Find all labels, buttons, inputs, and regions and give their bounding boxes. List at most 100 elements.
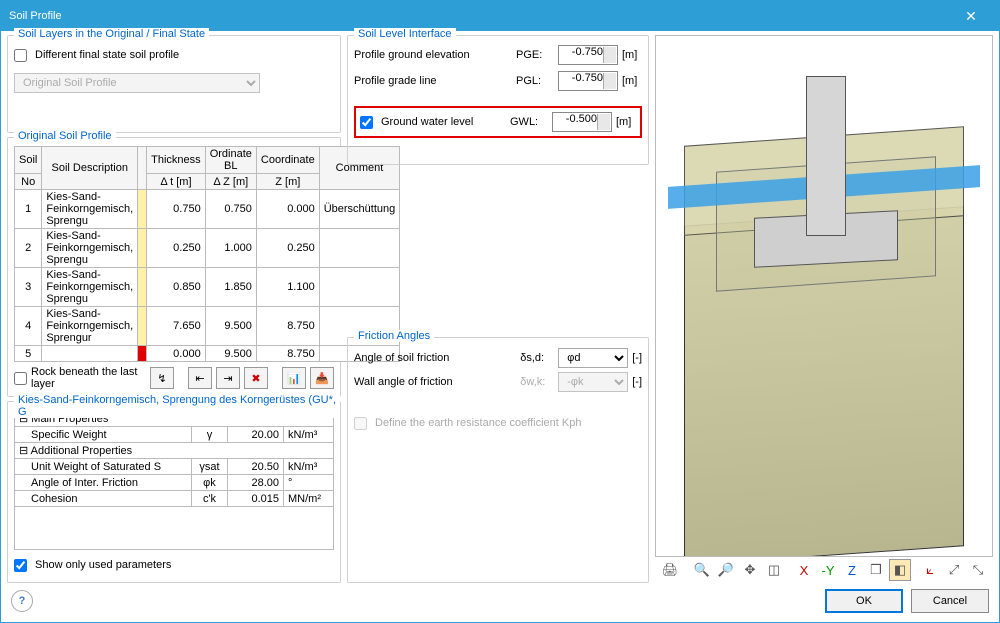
pgl-label: Profile grade line <box>354 75 512 87</box>
gwl-checkbox[interactable] <box>360 116 373 129</box>
pge-input[interactable]: -0.750▲▼ <box>558 45 618 65</box>
content: Soil Layers in the Original / Final Stat… <box>1 31 999 583</box>
th-no: Soil <box>15 147 42 174</box>
soil-friction-sym: δs,d: <box>520 352 554 364</box>
orig-profile-title: Original Soil Profile <box>14 130 116 142</box>
wall-friction-sym: δw,k: <box>520 376 554 388</box>
th-thick: Thickness <box>147 147 206 174</box>
soil-level-group: Soil Level Interface Profile ground elev… <box>347 35 649 165</box>
pgl-unit: [m] <box>622 75 642 87</box>
pgl-input[interactable]: -0.750▲▼ <box>558 71 618 91</box>
tb-sort-icon[interactable]: ↯ <box>150 367 174 389</box>
friction-title: Friction Angles <box>354 330 434 342</box>
close-icon[interactable]: ✕ <box>951 8 991 25</box>
rock-label: Rock beneath the last layer <box>31 366 150 390</box>
soil-friction-unit: [-] <box>632 352 642 364</box>
table-row[interactable]: 2Kies-Sand-Feinkorngemisch, Sprengu0.250… <box>15 229 400 268</box>
profile-select-row: Original Soil Profile <box>14 72 334 94</box>
friction-group: Friction Angles Angle of soil friction δ… <box>347 337 649 583</box>
soil-friction-select[interactable]: φd <box>558 348 628 368</box>
footer: ? OK Cancel <box>1 583 999 619</box>
view-y-icon[interactable]: -Y <box>817 559 839 581</box>
pge-unit: [m] <box>622 49 642 61</box>
window-title: Soil Profile <box>9 10 951 22</box>
gwl-unit: [m] <box>616 116 636 128</box>
pge-label: Profile ground elevation <box>354 49 512 61</box>
table-row[interactable]: 50.0009.5008.750 <box>15 346 400 362</box>
axes-icon[interactable]: ⟀ <box>919 559 941 581</box>
gwl-label: Ground water level <box>381 116 506 128</box>
soil-friction-row: Angle of soil friction δs,d: φd [-] <box>354 346 642 370</box>
pge-row: Profile ground elevation PGE: -0.750▲▼ [… <box>354 44 642 66</box>
diff-final-label: Different final state soil profile <box>35 49 334 61</box>
show-only-label: Show only used parameters <box>35 559 334 571</box>
pgl-row: Profile grade line PGL: -0.750▲▼ [m] <box>354 70 642 92</box>
show-only-row: Show only used parameters <box>14 554 334 576</box>
wall-friction-label: Wall angle of friction <box>354 376 516 388</box>
view-z-icon[interactable]: Z <box>841 559 863 581</box>
kph-checkbox <box>354 417 367 430</box>
model-column <box>806 76 846 236</box>
box-view-icon[interactable]: ❒ <box>865 559 887 581</box>
soil-friction-label: Angle of soil friction <box>354 352 516 364</box>
tb-export-icon[interactable]: 📊 <box>282 367 306 389</box>
th-coord: Coordinate <box>256 147 319 174</box>
tb-insert-before-icon[interactable]: ⇤ <box>188 367 212 389</box>
table-row[interactable]: 3Kies-Sand-Feinkorngemisch, Sprengu0.850… <box>15 268 400 307</box>
row-specweight[interactable]: Specific Weight γ 20.00 kN/m³ <box>15 427 334 443</box>
row-satweight[interactable]: Unit Weight of Saturated S γsat 20.50 kN… <box>15 459 334 475</box>
soil-layers-title: Soil Layers in the Original / Final Stat… <box>14 28 209 40</box>
table-row[interactable]: 4Kies-Sand-Feinkorngemisch, Sprengur7.65… <box>15 307 400 346</box>
zoom-icon[interactable]: 🔎 <box>715 559 737 581</box>
gwl-abbr: GWL: <box>510 116 548 128</box>
wall-friction-select: -φk <box>558 372 628 392</box>
material-title: Kies-Sand-Feinkorngemisch, Sprengung des… <box>14 394 340 418</box>
rock-checkbox[interactable] <box>14 372 27 385</box>
th-mark <box>138 147 147 190</box>
gwl-input[interactable]: -0.500▲▼ <box>552 112 612 132</box>
show-only-checkbox[interactable] <box>14 559 27 572</box>
cancel-button[interactable]: Cancel <box>911 589 989 613</box>
diff-final-checkbox[interactable] <box>14 49 27 62</box>
left-column: Soil Layers in the Original / Final Stat… <box>7 35 341 583</box>
view-x-icon[interactable]: X <box>793 559 815 581</box>
table-toolbar: ↯ ⇤ ⇥ ✖ 📊 📥 <box>150 367 334 389</box>
wall-friction-row: Wall angle of friction δw,k: -φk [-] <box>354 370 642 394</box>
model-viewer[interactable] <box>655 35 993 557</box>
tb-insert-after-icon[interactable]: ⇥ <box>216 367 240 389</box>
row-intfric[interactable]: Angle of Inter. Friction φk 28.00 ° <box>15 475 334 491</box>
tb-delete-icon[interactable]: ✖ <box>244 367 268 389</box>
addl-props-hdr: ⊟ Additional Properties <box>15 443 334 459</box>
soil-table[interactable]: Soil Soil Description Thickness Ordinate… <box>14 146 400 362</box>
tb-import-icon[interactable]: 📥 <box>310 367 334 389</box>
print-icon[interactable]: 🖨 <box>659 559 681 581</box>
view-toolbar: 🖨 🔍 🔎 ✥ ◫ X -Y Z ❒ ◧ ⟀ ⤢ ⤡ <box>655 557 993 583</box>
soil-layers-group: Soil Layers in the Original / Final Stat… <box>7 35 341 133</box>
th-desc: Soil Description <box>42 147 138 190</box>
fullscreen-icon[interactable]: ⤢ <box>943 559 965 581</box>
zoom-window-icon[interactable]: 🔍 <box>691 559 713 581</box>
gwl-highlight: Ground water level GWL: -0.500▲▼ [m] <box>354 106 642 138</box>
profile-select: Original Soil Profile <box>14 73 260 93</box>
row-cohesion[interactable]: Cohesion c'k 0.015 MN/m² <box>15 491 334 507</box>
iso-view-icon[interactable]: ◫ <box>763 559 785 581</box>
right-column: 🖨 🔍 🔎 ✥ ◫ X -Y Z ❒ ◧ ⟀ ⤢ ⤡ <box>655 35 993 583</box>
pge-abbr: PGE: <box>516 49 554 61</box>
render-mode-icon[interactable]: ◧ <box>889 559 911 581</box>
gwl-row: Ground water level GWL: -0.500▲▼ [m] <box>360 111 636 133</box>
diff-final-row: Different final state soil profile <box>14 44 334 66</box>
kph-label: Define the earth resistance coefficient … <box>375 417 642 429</box>
pgl-abbr: PGL: <box>516 75 554 87</box>
th-ord: Ordinate BL <box>205 147 256 174</box>
orig-profile-group: Original Soil Profile Soil Soil Descript… <box>7 137 341 397</box>
wall-friction-unit: [-] <box>632 376 642 388</box>
pan-icon[interactable]: ✥ <box>739 559 761 581</box>
material-group: Kies-Sand-Feinkorngemisch, Sprengung des… <box>7 401 341 583</box>
table-row[interactable]: 1Kies-Sand-Feinkorngemisch, Sprengu0.750… <box>15 190 400 229</box>
fit-view-icon[interactable]: ⤡ <box>967 559 989 581</box>
help-icon[interactable]: ? <box>11 590 33 612</box>
soil-level-title: Soil Level Interface <box>354 28 456 40</box>
kph-row: Define the earth resistance coefficient … <box>354 412 642 434</box>
prop-grid[interactable]: ⊟ Main Properties Specific Weight γ 20.0… <box>14 410 334 507</box>
ok-button[interactable]: OK <box>825 589 903 613</box>
